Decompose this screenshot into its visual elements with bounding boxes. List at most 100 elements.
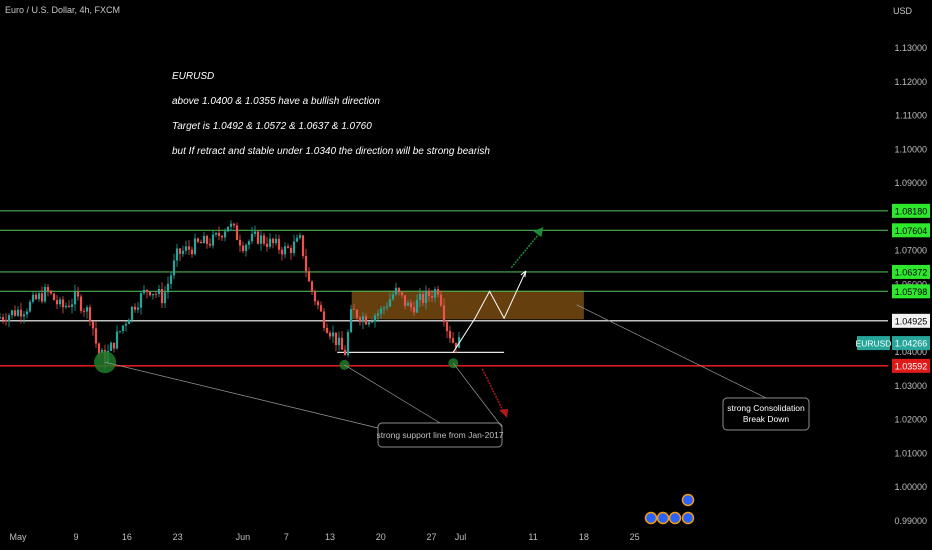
candle-body xyxy=(322,311,326,328)
candle-body xyxy=(151,293,155,296)
candle-body xyxy=(64,305,68,308)
candle-body xyxy=(19,309,23,317)
candle-body xyxy=(184,246,188,251)
last-price-symbol-bg xyxy=(857,336,890,351)
candle-body xyxy=(202,235,206,244)
y-tick-label: 0.99000 xyxy=(894,516,927,526)
candle-body xyxy=(97,343,101,354)
candle-body xyxy=(160,288,164,304)
x-tick-label: Jun xyxy=(236,532,251,542)
candle-body xyxy=(433,289,437,298)
candle-body xyxy=(349,309,353,333)
candle-body xyxy=(292,241,296,253)
candle-body xyxy=(403,295,407,306)
bearish-arrow xyxy=(481,368,505,414)
x-tick-label: 23 xyxy=(173,532,183,542)
candle-body xyxy=(388,299,392,307)
candle-body xyxy=(145,289,149,292)
candle-body xyxy=(172,260,176,276)
candle-body xyxy=(328,332,332,337)
x-tick-label: May xyxy=(9,532,27,542)
event-flag-icon xyxy=(681,493,695,507)
candle-body xyxy=(334,332,338,346)
candle-body xyxy=(157,288,161,294)
candle-body xyxy=(295,237,299,242)
candle-body xyxy=(430,296,434,298)
x-tick-label: 27 xyxy=(427,532,437,542)
candle-body xyxy=(427,290,431,297)
candle-body xyxy=(220,235,224,238)
candle-body xyxy=(91,321,95,329)
candle-body xyxy=(7,315,11,322)
candle-body xyxy=(298,235,302,238)
y-tick-label: 1.03000 xyxy=(894,381,927,391)
candle-body xyxy=(382,307,386,309)
price-badge-1.06372-bg xyxy=(892,264,930,279)
price-badge-1.05798-bg xyxy=(892,284,930,299)
bullish-arrowhead xyxy=(533,227,544,238)
candle-body xyxy=(166,283,170,293)
projected-path-arrowhead xyxy=(520,270,527,278)
candle-body xyxy=(385,306,389,308)
event-flag-icon xyxy=(656,511,670,525)
candle-body xyxy=(379,308,383,314)
callout-pointer xyxy=(104,361,379,429)
candle-body xyxy=(190,249,194,255)
candle-body xyxy=(415,300,419,313)
x-tick-label: Jul xyxy=(455,532,467,542)
candle-body xyxy=(394,287,398,295)
candle-body xyxy=(94,328,98,344)
candle-body xyxy=(424,290,428,304)
candle-body xyxy=(0,317,2,319)
candle-body xyxy=(319,305,323,312)
candle-body xyxy=(217,233,221,236)
note-title: EURUSD xyxy=(172,71,215,82)
candle-body xyxy=(400,292,404,296)
candle-body xyxy=(10,310,14,316)
candle-body xyxy=(148,291,152,296)
y-tick-label: 1.00000 xyxy=(894,482,927,492)
x-tick-label: 9 xyxy=(74,532,79,542)
price-badge-1.05798: 1.05798 xyxy=(895,287,928,297)
last-price-badge: 1.04266 xyxy=(895,339,928,349)
candle-body xyxy=(304,255,308,272)
price-badge-1.04925-bg xyxy=(892,313,930,328)
bearish-arrowhead xyxy=(499,408,509,418)
candle-body xyxy=(226,226,230,232)
candle-body xyxy=(4,319,8,322)
candle-body xyxy=(22,314,26,317)
note-line-1: above 1.0400 & 1.0355 have a bullish dir… xyxy=(172,96,380,107)
x-tick-label: 11 xyxy=(528,532,537,542)
candle-body xyxy=(130,306,134,320)
candle-body xyxy=(442,305,446,323)
candle-body xyxy=(199,241,203,244)
candle-body xyxy=(406,302,410,306)
candles-group xyxy=(0,220,461,370)
callout-pointer xyxy=(344,364,441,424)
consolidation-zone xyxy=(351,290,584,320)
candle-body xyxy=(214,233,218,235)
x-tick-label: 13 xyxy=(325,532,335,542)
x-tick-label: 20 xyxy=(376,532,386,542)
candle-body xyxy=(28,301,32,312)
price-badge-1.08180: 1.08180 xyxy=(895,206,928,216)
candle-body xyxy=(259,235,263,244)
candle-body xyxy=(163,292,167,304)
candle-body xyxy=(127,319,131,324)
candle-body xyxy=(355,309,359,318)
candle-body xyxy=(352,309,356,310)
candle-body xyxy=(367,322,371,325)
price-badge-1.04925: 1.04925 xyxy=(895,316,928,326)
y-tick-label: 1.13000 xyxy=(894,43,927,53)
callout-pointer xyxy=(453,363,503,428)
candle-body xyxy=(397,287,401,293)
candle-body xyxy=(139,293,143,308)
candle-body xyxy=(286,246,290,248)
y-tick-label: 1.02000 xyxy=(894,415,927,425)
candle-body xyxy=(154,293,158,295)
candle-body xyxy=(421,293,425,304)
candle-body xyxy=(436,289,440,295)
x-tick-label: 16 xyxy=(122,532,132,542)
